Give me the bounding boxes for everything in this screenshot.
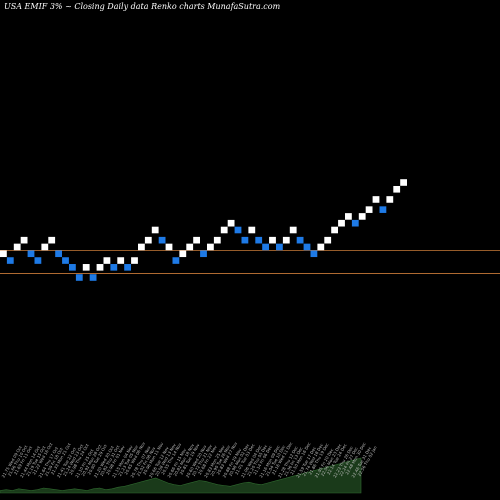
renko-brick-up xyxy=(138,243,145,251)
renko-brick-up xyxy=(13,243,21,251)
renko-brick-down xyxy=(55,250,62,258)
renko-brick-up xyxy=(386,196,394,203)
renko-brick-down xyxy=(241,236,249,244)
renko-brick-down xyxy=(303,243,311,251)
renko-brick-down xyxy=(62,257,69,264)
renko-brick-up xyxy=(345,213,352,220)
renko-brick-up xyxy=(82,264,90,271)
renko-brick-up xyxy=(269,236,276,244)
renko-brick-down xyxy=(172,257,180,264)
renko-brick-down xyxy=(379,206,387,213)
source-label: charts MunafaSutra.com xyxy=(179,2,281,11)
renko-brick-up xyxy=(48,236,56,244)
renko-brick-up xyxy=(358,213,366,220)
renko-brick-up xyxy=(248,226,256,234)
renko-brick-up xyxy=(317,243,325,251)
renko-brick-up xyxy=(338,219,345,227)
renko-brick-down xyxy=(234,226,242,234)
symbol-label: USA EMIF xyxy=(4,2,48,11)
renko-brick-down xyxy=(200,250,207,258)
renko-brick-down xyxy=(6,257,14,264)
renko-brick-up xyxy=(372,196,380,203)
renko-brick-up xyxy=(227,219,235,227)
renko-brick-up xyxy=(282,236,290,244)
renko-brick-up xyxy=(207,243,214,251)
description-label: Closing Daily data xyxy=(74,2,149,11)
renko-brick-down xyxy=(75,274,83,281)
renko-brick-up xyxy=(289,226,297,234)
renko-brick-up xyxy=(165,243,173,251)
renko-brick-down xyxy=(27,250,35,258)
renko-brick-down xyxy=(158,236,166,244)
renko-brick-down xyxy=(296,236,304,244)
renko-brick-up xyxy=(365,206,373,213)
renko-brick-down xyxy=(276,243,283,251)
renko-brick-down xyxy=(34,257,42,264)
renko-brick-up xyxy=(193,236,200,244)
renko-brick-down xyxy=(262,243,269,251)
renko-brick-up xyxy=(179,250,187,258)
renko-brick-down xyxy=(255,236,263,244)
renko-brick-down xyxy=(110,264,118,271)
renko-brick-up xyxy=(151,226,159,234)
renko-brick-up xyxy=(103,257,111,264)
renko-brick-up xyxy=(117,257,125,264)
renko-brick-up xyxy=(331,226,338,234)
renko-brick-up xyxy=(324,236,332,244)
renko-brick-down xyxy=(69,264,76,271)
volume-area-group xyxy=(0,457,362,494)
reference-lines xyxy=(0,249,500,274)
chart-kind-label: Renko xyxy=(151,2,177,11)
renko-brick-up xyxy=(0,250,7,258)
renko-brick-up xyxy=(220,226,228,234)
renko-brick-up xyxy=(96,264,104,271)
renko-brick-up xyxy=(393,185,401,193)
renko-brick-up xyxy=(20,236,28,244)
renko-brick-up xyxy=(144,236,152,244)
renko-brick-down xyxy=(124,264,131,271)
volume-area xyxy=(0,457,362,494)
renko-brick-up xyxy=(213,236,221,244)
renko-brick-up xyxy=(41,243,49,251)
renko-brick-down xyxy=(310,250,318,258)
renko-brick-up xyxy=(400,179,407,186)
renko-brick-down xyxy=(89,274,97,281)
change-label: 3% ~ xyxy=(49,2,72,11)
renko-brick-up xyxy=(186,243,194,251)
renko-brick-up xyxy=(131,257,138,264)
renko-bricks xyxy=(0,179,407,281)
renko-brick-down xyxy=(351,219,359,227)
chart-header: USA EMIF 3% ~ Closing Daily data Renko c… xyxy=(4,2,280,11)
